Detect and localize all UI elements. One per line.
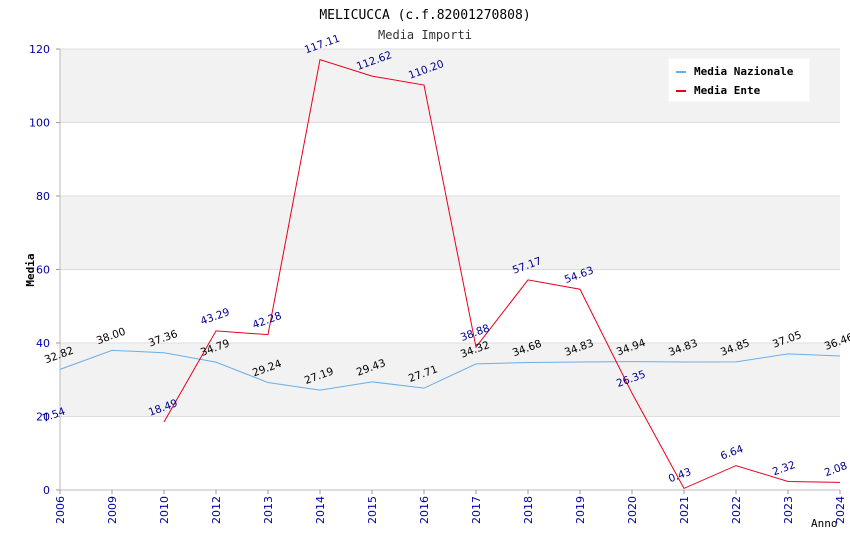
legend-label-nazionale: Media Nazionale (694, 65, 794, 78)
y-axis-label: Media (24, 253, 37, 286)
y-tick-label: 0 (43, 484, 50, 497)
x-tick-label: 2016 (418, 496, 431, 524)
y-tick-label: 40 (36, 337, 50, 350)
background-band (60, 416, 840, 490)
x-tick-label: 2020 (626, 496, 639, 524)
x-tick-label: 2021 (678, 496, 691, 524)
legend: Media Nazionale Media Ente (668, 58, 810, 102)
x-tick-label: 2022 (730, 496, 743, 524)
y-tick-label: 120 (29, 43, 50, 56)
x-tick-label: 2023 (782, 496, 795, 524)
x-tick-label: 2024 (834, 496, 847, 524)
background-band (60, 122, 840, 196)
x-tick-label: 2012 (210, 496, 223, 524)
x-tick-label: 2013 (262, 496, 275, 524)
y-tick-label: 100 (29, 117, 50, 130)
y-tick-label: 20 (36, 411, 50, 424)
x-tick-label: 2009 (106, 496, 119, 524)
series-layer (59, 58, 841, 490)
x-tick-label: 2006 (54, 496, 67, 524)
legend-label-ente: Media Ente (694, 84, 761, 97)
x-tick-label: 2019 (574, 496, 587, 524)
x-tick-label: 2017 (470, 496, 483, 524)
background-band (60, 196, 840, 270)
chart-title: MELICUCCA (c.f.82001270808) (319, 8, 530, 23)
x-axis-ticks: 2006 2009 2010 2012 2013 2014 2015 2016 2017 2018… (54, 490, 847, 524)
legend-box (668, 58, 810, 102)
y-axis-ticks: 0 20 40 60 80 100 120 (29, 43, 60, 497)
x-axis-label: Anno (811, 517, 838, 530)
background-band (60, 269, 840, 343)
series-line-nazionale (59, 349, 841, 391)
x-tick-label: 2014 (314, 496, 327, 524)
x-tick-label: 2015 (366, 496, 379, 524)
y-tick-label: 80 (36, 190, 50, 203)
series-line-ente (163, 58, 841, 490)
y-tick-label: 60 (36, 264, 50, 277)
chart-subtitle: Media Importi (378, 28, 472, 42)
background-band (60, 343, 840, 417)
x-tick-label: 2010 (158, 496, 171, 524)
x-tick-label: 2018 (522, 496, 535, 524)
